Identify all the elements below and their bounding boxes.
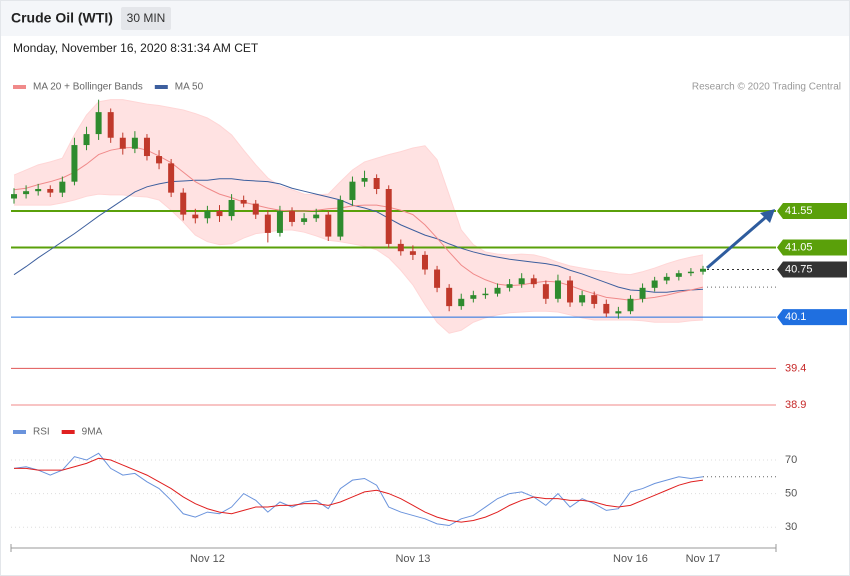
candle-body (325, 214, 332, 237)
candle-body (700, 268, 706, 272)
level-tag (777, 261, 847, 278)
level-tag (777, 309, 847, 326)
candle-body (409, 251, 416, 255)
level-label: 41.05 (785, 241, 813, 253)
legend-label: 9MA (82, 427, 103, 438)
candle-body (687, 271, 694, 274)
candle-body (675, 273, 682, 277)
legend-label: RSI (33, 427, 50, 438)
x-tick-label: Nov 16 (613, 553, 648, 565)
candle-body (554, 280, 561, 299)
level-label: 38.9 (785, 399, 806, 411)
candle-body (95, 112, 102, 135)
level-label: 40.75 (785, 263, 813, 275)
candle-body (168, 163, 175, 193)
candle-body (59, 181, 66, 193)
candle-body (240, 199, 247, 204)
candle-body (651, 280, 658, 288)
candle-body (180, 192, 187, 215)
candle-body (252, 203, 259, 215)
legend-swatch (13, 85, 26, 89)
candle-body (276, 210, 283, 233)
rsi-panel: 30 50 70 RSI 9MA (11, 427, 797, 533)
candle-body (506, 284, 513, 288)
candle-body (143, 137, 150, 157)
candle-body (83, 134, 90, 146)
x-tick-label: Nov 12 (190, 553, 225, 565)
candle-body (615, 311, 622, 314)
forecast-arrow (706, 215, 767, 270)
indicator-line (14, 457, 704, 523)
level-tag (777, 202, 847, 219)
candle-body (385, 188, 392, 244)
legend-swatch (61, 430, 75, 434)
candle-body (627, 298, 634, 312)
price-panel: 41.55 41.05 40.75 40.1 39.4 38.9 MA 20 + Bolli… (11, 82, 847, 411)
candle-body (337, 199, 344, 237)
candle-body (216, 210, 223, 217)
candle-body (542, 284, 549, 299)
timestamp: Monday, November 16, 2020 8:31:34 AM CET (13, 41, 259, 55)
level-label: 40.1 (785, 311, 806, 323)
x-tick-label: Nov 13 (395, 553, 430, 565)
level-tag (777, 239, 847, 256)
candle-body (421, 254, 428, 270)
candle-body (603, 303, 610, 314)
candle-body (131, 137, 138, 149)
candle-body (301, 218, 308, 222)
candle-body (470, 295, 477, 299)
candle-body (119, 137, 126, 149)
candle-body (663, 276, 670, 281)
y-tick-label: 70 (785, 454, 797, 466)
band-upper (13, 99, 704, 276)
candle-body (192, 214, 199, 219)
candle-body (373, 178, 380, 189)
x-tick-label: Nov 17 (686, 553, 721, 565)
timeframe[interactable]: 30 MIN (127, 11, 166, 25)
candle-body (349, 181, 356, 200)
candle-body (397, 243, 404, 252)
legend-swatch (13, 430, 26, 434)
candle-body (11, 194, 17, 199)
candle-body (518, 278, 525, 285)
candle-body (35, 188, 42, 192)
candle-body (289, 210, 296, 222)
candle-body (313, 214, 320, 219)
candle-body (434, 269, 441, 288)
candle-body (591, 295, 598, 304)
level-label: 39.4 (785, 362, 806, 374)
legend-label: MA 50 (175, 82, 204, 93)
candle-body (458, 298, 465, 307)
source: Research © 2020 Trading Central (692, 82, 841, 93)
candle-body (446, 287, 453, 307)
candle-body (579, 295, 586, 303)
candle-body (361, 178, 368, 182)
forecast-arrowhead (760, 209, 775, 223)
ma20-line (13, 146, 704, 301)
candle-body (107, 112, 114, 138)
candle-body (530, 278, 537, 285)
ma50-line (13, 178, 704, 293)
legend-label: MA 20 + Bollinger Bands (33, 82, 143, 93)
candle-body (639, 287, 646, 299)
candle-body (204, 210, 211, 219)
candle-body (482, 293, 489, 296)
candle-body (23, 191, 30, 195)
band-fill (14, 99, 703, 334)
timeframe-badge[interactable] (121, 7, 171, 30)
instrument-title: Crude Oil (WTI) (11, 10, 113, 26)
level-label: 41.55 (785, 205, 813, 217)
candle-body (228, 199, 235, 217)
candle-body (156, 156, 163, 164)
candle-body (264, 214, 271, 233)
candle-body (47, 188, 54, 193)
y-tick-label: 30 (785, 521, 797, 533)
y-tick-label: 50 (785, 488, 797, 500)
legend-swatch (154, 85, 168, 89)
candle-body (71, 145, 78, 182)
candle-body (494, 287, 501, 294)
candle-body (567, 280, 574, 303)
